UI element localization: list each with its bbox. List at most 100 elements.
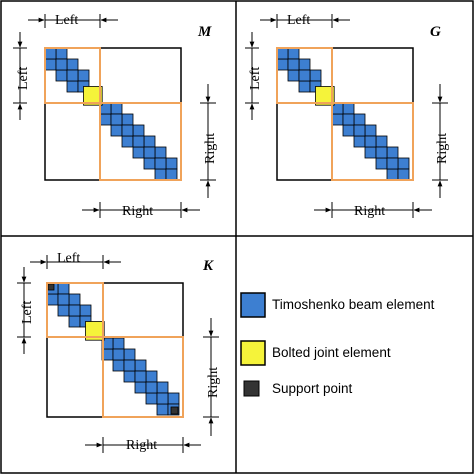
joint-swatch-icon [240, 340, 266, 366]
beam-element-cell [134, 359, 147, 372]
beam-element-cell [298, 58, 311, 71]
beam-element-cell [165, 168, 178, 181]
beam-element-cell [55, 58, 68, 71]
beam-element-cell [342, 102, 355, 115]
beam-element-cell [342, 113, 355, 126]
right-submatrix [102, 336, 184, 418]
beam-element-cell [57, 304, 70, 317]
beam-element-cell [156, 392, 169, 405]
beam-element-cell [298, 80, 311, 93]
right-label-bottom: Right [126, 438, 157, 453]
beam-element-cell [156, 403, 169, 416]
support-point [47, 283, 55, 291]
right-label-side: Right [206, 367, 221, 398]
panel-k: K Left Left Right Right [17, 251, 221, 453]
beam-element-cell [44, 47, 57, 60]
beam-element-cell [154, 168, 167, 181]
beam-element-cell [112, 359, 125, 372]
beam-element-cell [331, 113, 344, 126]
joint-element-cell [315, 86, 335, 106]
beam-element-cell [99, 113, 112, 126]
beam-element-cell [143, 135, 156, 148]
beam-element-cell [112, 337, 125, 350]
beam-element-cell [121, 113, 134, 126]
beam-element-cell [397, 168, 410, 181]
beam-element-cell [79, 304, 92, 317]
beam-element-cell [132, 135, 145, 148]
beam-swatch-icon [240, 292, 266, 318]
beam-element-cell [132, 124, 145, 137]
left-label-top: Left [55, 13, 78, 28]
beam-element-cell [397, 157, 410, 170]
panel-label: G [430, 24, 441, 40]
legend-item-joint: Bolted joint element [240, 340, 391, 366]
beam-element-cell [167, 392, 180, 405]
beam-element-cell [123, 348, 136, 361]
beam-element-cell [375, 146, 388, 159]
beam-element-cell [55, 69, 68, 82]
beam-element-cell [154, 157, 167, 170]
beam-element-cell [112, 348, 125, 361]
beam-element-cell [68, 293, 81, 306]
beam-element-cell [364, 124, 377, 137]
panel-g: G Left Left Right Right [245, 13, 450, 219]
left-label-side: Left [16, 67, 31, 90]
legend-item-beam: Timoshenko beam element [240, 292, 435, 318]
beam-element-cell [375, 157, 388, 170]
beam-element-cell [143, 146, 156, 159]
beam-element-cell [145, 370, 158, 383]
beam-element-cell [66, 58, 79, 71]
panel-m: M Left Left Right Right [13, 13, 218, 219]
beam-element-cell [145, 392, 158, 405]
beam-element-cell [68, 304, 81, 317]
beam-element-cell [57, 293, 70, 306]
beam-element-cell [386, 157, 399, 170]
beam-element-cell [375, 135, 388, 148]
beam-element-cell [66, 80, 79, 93]
beam-element-cell [156, 381, 169, 394]
beam-element-cell [298, 69, 311, 82]
beam-element-cell [121, 135, 134, 148]
beam-element-cell [57, 282, 70, 295]
beam-element-cell [386, 146, 399, 159]
beam-element-cell [68, 315, 81, 328]
beam-element-cell [110, 102, 123, 115]
beam-element-cell [145, 381, 158, 394]
beam-element-cell [287, 69, 300, 82]
beam-element-cell [143, 157, 156, 170]
beam-element-cell [44, 58, 57, 71]
right-submatrix [331, 102, 414, 181]
beam-element-cell [110, 124, 123, 137]
beam-element-cell [342, 124, 355, 137]
beam-element-cell [276, 58, 289, 71]
joint-element-cell [85, 321, 105, 341]
joint-element-cell [83, 86, 103, 106]
legend-label: Bolted joint element [272, 345, 391, 360]
beam-element-cell [364, 135, 377, 148]
panel-label: M [197, 24, 212, 40]
legend: Timoshenko beam element Bolted joint ele… [240, 292, 435, 397]
beam-element-cell [66, 69, 79, 82]
beam-element-cell [134, 370, 147, 383]
support-swatch-icon [243, 380, 260, 397]
beam-element-cell [123, 359, 136, 372]
beam-element-cell [276, 47, 289, 60]
beam-element-cell [386, 168, 399, 181]
beam-element-cell [110, 113, 123, 126]
beam-element-cell [287, 58, 300, 71]
matrix-cells [46, 282, 180, 416]
left-label-top: Left [57, 251, 80, 266]
left-label-side: Left [248, 67, 263, 90]
matrix-cells [44, 47, 178, 181]
beam-element-cell [165, 157, 178, 170]
beam-element-cell [287, 47, 300, 60]
beam-element-cell [123, 370, 136, 383]
right-label-side: Right [203, 133, 218, 164]
left-submatrix [46, 282, 104, 338]
beam-element-cell [121, 124, 134, 137]
beam-element-cell [353, 124, 366, 137]
beam-element-cell [55, 47, 68, 60]
beam-element-cell [77, 69, 90, 82]
